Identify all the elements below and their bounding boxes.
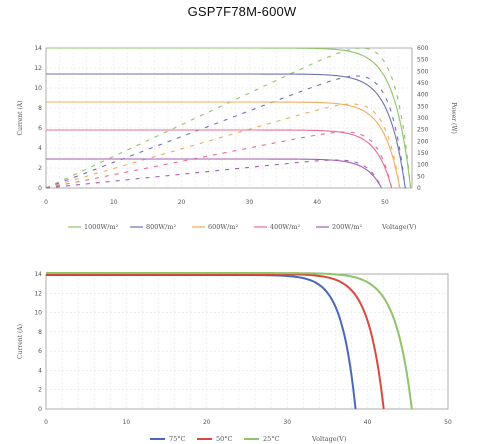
iv-curve-400w-m — [46, 129, 393, 189]
x-tick-label: 20 — [178, 199, 186, 206]
y-tick-label: 14 — [34, 271, 42, 278]
iv-curve-1000w-m — [46, 47, 412, 189]
legend-label-400w-m: 400W/m² — [270, 223, 300, 231]
y-axis-label: Current (A) — [17, 101, 24, 136]
y-tick-label: 6 — [38, 348, 42, 355]
power-curve-400w-m — [45, 131, 393, 189]
legend-label-75-c: 75°C — [169, 435, 186, 443]
x-tick-label: 50 — [444, 419, 452, 426]
legend-label-1000w-m: 1000W/m² — [84, 223, 119, 231]
y-tick-label: 10 — [34, 85, 42, 92]
plot-frame — [45, 47, 413, 189]
y2-tick-label: 150 — [417, 150, 429, 157]
y-tick-label: 8 — [38, 329, 42, 336]
y-tick-label: 2 — [38, 387, 42, 394]
y2-axis-label: Power (W) — [450, 102, 457, 134]
y-axis-label-2: Current (A) — [17, 324, 24, 359]
x-tick-label: 20 — [203, 419, 211, 426]
x-tick-label: 40 — [313, 199, 321, 206]
iv-curve-25-c — [46, 272, 413, 410]
y-tick-label: 0 — [38, 406, 42, 413]
legend-label-800w-m: 800W/m² — [146, 223, 176, 231]
y-tick-label: 14 — [34, 45, 42, 52]
y2-tick-label: 100 — [417, 162, 429, 169]
legend-label-25-c: 25°C — [263, 435, 280, 443]
x-tick-label: 10 — [123, 419, 131, 426]
legend-label-600w-m: 600W/m² — [208, 223, 238, 231]
irradiance-chart: 0246810121405010015020025030035040045050… — [17, 45, 457, 231]
x-tick-label: 50 — [381, 199, 389, 206]
x-tick-label: 30 — [246, 199, 254, 206]
y2-tick-label: 500 — [417, 68, 429, 75]
y-tick-label: 4 — [38, 367, 42, 374]
x-axis-label: Voltage(V) — [381, 223, 417, 231]
x-tick-label: 0 — [44, 419, 48, 426]
iv-curve-800w-m — [46, 73, 406, 189]
x-tick-label: 30 — [283, 419, 291, 426]
y-tick-label: 0 — [38, 185, 42, 192]
y-tick-label: 12 — [34, 290, 42, 297]
y2-tick-label: 400 — [417, 92, 429, 99]
iv-curve-200w-m — [46, 158, 382, 189]
x-tick-label: 0 — [44, 199, 48, 206]
y2-tick-label: 600 — [417, 45, 429, 52]
y2-tick-label: 550 — [417, 57, 429, 64]
power-curve-600w-m — [45, 103, 401, 189]
x-tick-label: 10 — [110, 199, 118, 206]
y2-tick-label: 0 — [417, 185, 421, 192]
y-tick-label: 12 — [34, 65, 42, 72]
y2-tick-label: 200 — [417, 138, 429, 145]
x-tick-label: 40 — [364, 419, 372, 426]
y-tick-label: 6 — [38, 125, 42, 132]
y2-tick-label: 250 — [417, 127, 429, 134]
y-tick-label: 4 — [38, 145, 42, 152]
power-curve-200w-m — [45, 159, 382, 189]
legend-label-50-c: 50°C — [216, 435, 233, 443]
y-tick-label: 10 — [34, 310, 42, 317]
chart-title: GSP7F78M-600W — [187, 4, 297, 19]
legend-label-200w-m: 200W/m² — [332, 223, 362, 231]
y2-tick-label: 300 — [417, 115, 429, 122]
y2-tick-label: 450 — [417, 80, 429, 87]
y2-tick-label: 50 — [417, 173, 425, 180]
y-tick-label: 2 — [38, 165, 42, 172]
y-tick-label: 8 — [38, 105, 42, 112]
power-curve-800w-m — [45, 75, 406, 189]
iv-curve-600w-m — [46, 101, 401, 189]
x-axis-label-2: Voltage(V) — [311, 435, 347, 443]
y2-tick-label: 350 — [417, 103, 429, 110]
plot-frame-2 — [45, 273, 449, 410]
